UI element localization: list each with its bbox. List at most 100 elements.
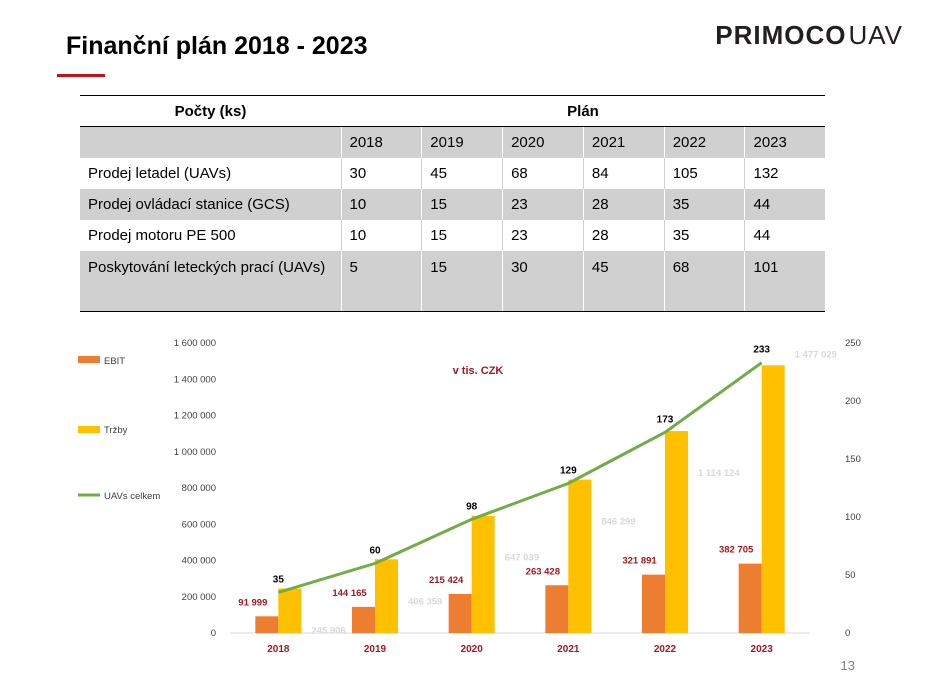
year-cell: 2022 — [663, 126, 745, 158]
value-cell: 28 — [582, 220, 665, 251]
value-cell: 15 — [421, 220, 503, 251]
header-plan: Plán — [341, 95, 825, 127]
ebit-data-label: 144 165 — [332, 588, 367, 599]
y-right-tick-label: 200 — [845, 396, 861, 407]
x-category-label: 2018 — [267, 644, 290, 655]
ebit-data-label: 382 705 — [719, 545, 754, 556]
value-cell: 35 — [663, 220, 745, 251]
value-cell: 23 — [502, 189, 584, 220]
year-cell: 2021 — [582, 126, 665, 158]
value-cell: 35 — [663, 189, 745, 220]
trzby-data-label: 245 906 — [311, 625, 345, 636]
ebit-bar — [448, 593, 472, 633]
title-underline — [57, 74, 105, 77]
y-left-tick-label: 1 200 000 — [174, 411, 216, 422]
header-counts: Počty (ks) — [80, 95, 341, 127]
ebit-bar — [352, 606, 375, 633]
value-cell: 10 — [340, 189, 422, 220]
trzby-data-label: 406 359 — [408, 596, 442, 607]
ebit-data-label: 321 891 — [622, 556, 657, 567]
y-left-tick-label: 600 000 — [182, 519, 216, 530]
legend-label-trzby: Tržby — [104, 425, 128, 436]
x-category-label: 2020 — [461, 644, 484, 655]
table-header-row: Počty (ks) Plán — [80, 95, 825, 127]
table-row: Prodej letadel (UAVs) 30 45 68 84 105 13… — [80, 158, 825, 189]
x-category-label: 2023 — [751, 644, 774, 655]
value-cell: 5 — [340, 251, 422, 312]
ebit-bar — [545, 585, 569, 633]
table-row: Prodej motoru PE 500 10 15 23 28 35 44 — [80, 220, 825, 251]
value-cell: 10 — [340, 220, 422, 251]
value-cell: 132 — [744, 158, 825, 189]
trzby-bar — [375, 559, 398, 633]
table-years-row: 2018 2019 2020 2021 2022 2023 — [80, 126, 825, 158]
y-left-tick-label: 800 000 — [182, 483, 216, 494]
years-blank-cell — [80, 126, 341, 158]
legend-label-ebit: EBIT — [104, 356, 125, 367]
value-cell: 45 — [582, 251, 665, 312]
year-cell: 2020 — [502, 126, 584, 158]
y-left-tick-label: 1 400 000 — [174, 374, 216, 385]
logo-brand: PRIMOCO — [715, 20, 847, 50]
uavs-data-label: 35 — [273, 574, 285, 585]
company-logo: PRIMOCO UAV — [715, 20, 903, 51]
y-right-tick-label: 50 — [845, 570, 856, 581]
trzby-bar — [568, 479, 592, 633]
table-row: Prodej ovládací stanice (GCS) 10 15 23 2… — [80, 189, 825, 220]
year-cell: 2019 — [421, 126, 503, 158]
uavs-data-label: 60 — [369, 545, 381, 556]
y-left-tick-label: 1 600 000 — [174, 338, 216, 349]
value-cell: 68 — [663, 251, 745, 312]
row-label: Prodej ovládací stanice (GCS) — [80, 189, 341, 220]
uavs-data-label: 233 — [753, 345, 770, 356]
page-title: Finanční plán 2018 - 2023 — [66, 32, 368, 60]
year-cell: 2023 — [744, 126, 825, 158]
table-row: Poskytování leteckých prací (UAVs) 5 15 … — [80, 251, 825, 312]
ebit-bar — [642, 574, 665, 633]
y-left-tick-label: 400 000 — [182, 556, 216, 567]
uavs-data-label: 98 — [466, 501, 478, 512]
trzby-bar — [278, 588, 302, 633]
chart-annotation: v tis. CZK — [453, 365, 504, 377]
ebit-data-label: 91 999 — [238, 597, 267, 608]
value-cell: 44 — [744, 220, 825, 251]
value-cell: 45 — [421, 158, 503, 189]
value-cell: 105 — [663, 158, 745, 189]
ebit-data-label: 215 424 — [429, 575, 464, 586]
x-category-label: 2021 — [557, 644, 580, 655]
value-cell: 28 — [582, 189, 665, 220]
plan-table: Počty (ks) Plán 2018 2019 2020 2021 2022… — [80, 95, 825, 312]
uavs-data-label: 173 — [657, 414, 674, 425]
value-cell: 101 — [744, 251, 825, 312]
legend-label-uavs: UAVs celkem — [104, 491, 160, 502]
trzby-bar — [761, 365, 785, 633]
value-cell: 15 — [421, 189, 503, 220]
trzby-bar — [665, 431, 688, 633]
financial-chart: 0 200 000 400 000 600 000 800 000 1 000 000 1 … — [78, 338, 861, 655]
year-cell: 2018 — [340, 126, 422, 158]
uavs-data-label: 129 — [560, 465, 577, 476]
y-right-tick-label: 0 — [845, 628, 850, 639]
x-category-label: 2022 — [654, 644, 677, 655]
value-cell: 23 — [502, 220, 584, 251]
trzby-data-label: 1 477 029 — [795, 349, 837, 360]
legend-swatch-trzby — [78, 426, 100, 433]
trzby-bar — [471, 515, 495, 633]
y-right-tick-label: 150 — [845, 454, 861, 465]
trzby-data-label: 1 114 124 — [698, 468, 740, 479]
y-right-tick-label: 100 — [845, 512, 861, 523]
ebit-bar — [738, 563, 762, 633]
row-label: Prodej motoru PE 500 — [88, 227, 236, 244]
value-cell: 30 — [340, 158, 422, 189]
value-cell: 30 — [502, 251, 584, 312]
value-cell: 15 — [421, 251, 503, 312]
page-number: 13 — [840, 658, 855, 673]
value-cell: 44 — [744, 189, 825, 220]
value-cell: 68 — [502, 158, 584, 189]
legend-swatch-ebit — [78, 356, 100, 363]
y-left-tick-label: 1 000 000 — [174, 447, 216, 458]
uavs-line — [277, 361, 763, 594]
logo-suffix: UAV — [848, 20, 903, 50]
ebit-bar — [255, 616, 279, 633]
x-category-label: 2019 — [364, 644, 387, 655]
